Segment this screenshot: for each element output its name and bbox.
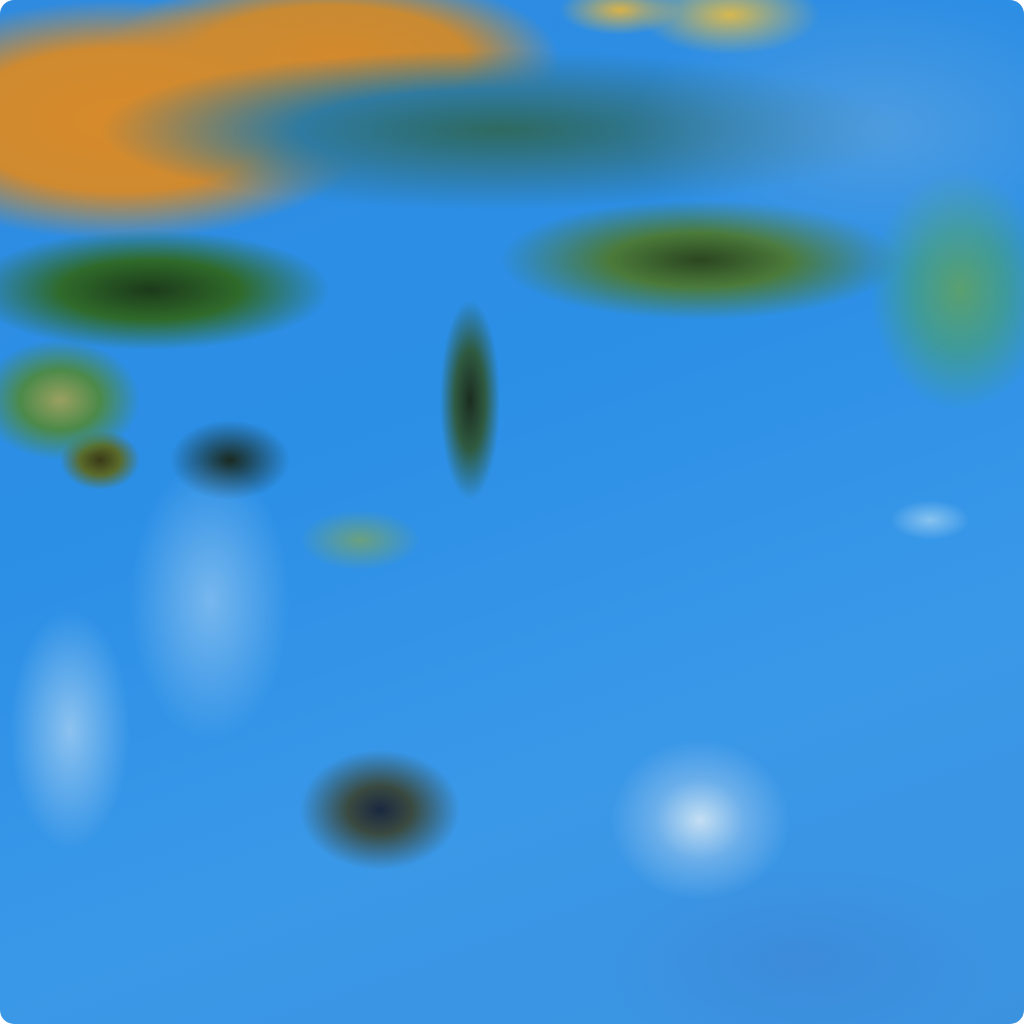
cloud-cover [0,0,1024,1024]
satellite-image [0,0,1024,1024]
